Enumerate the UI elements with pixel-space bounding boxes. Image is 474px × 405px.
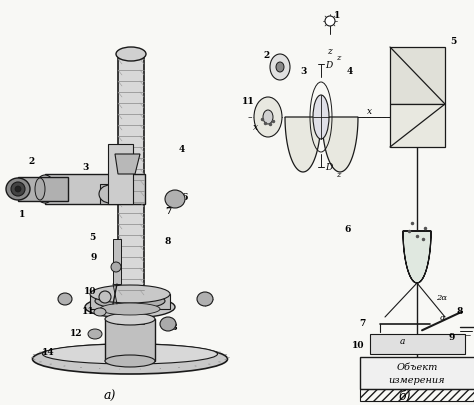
Ellipse shape	[58, 293, 72, 305]
Text: 3: 3	[82, 163, 88, 172]
Text: 5: 5	[89, 233, 95, 242]
Ellipse shape	[15, 187, 21, 192]
Circle shape	[325, 17, 335, 27]
Ellipse shape	[6, 179, 30, 200]
Ellipse shape	[165, 190, 185, 209]
Text: 4: 4	[179, 145, 185, 154]
Text: 2: 2	[264, 50, 270, 60]
Text: 8: 8	[165, 237, 171, 246]
Text: 9: 9	[449, 333, 455, 342]
Ellipse shape	[33, 344, 228, 374]
Bar	[118, 55, 144, 324]
Text: D: D	[325, 163, 333, 172]
Text: 5: 5	[450, 37, 456, 47]
Text: 8: 8	[457, 307, 463, 316]
Ellipse shape	[270, 55, 290, 81]
Ellipse shape	[197, 292, 213, 306]
Ellipse shape	[88, 329, 102, 339]
Text: 6: 6	[182, 193, 188, 202]
Text: 6: 6	[345, 225, 351, 234]
Text: z: z	[327, 47, 331, 56]
Ellipse shape	[99, 185, 121, 203]
Text: а): а)	[104, 388, 116, 401]
Bar	[108, 145, 133, 205]
Text: 13: 13	[165, 323, 178, 332]
Ellipse shape	[85, 296, 175, 318]
Ellipse shape	[90, 285, 170, 303]
Ellipse shape	[11, 183, 25, 196]
Text: 3: 3	[301, 67, 307, 76]
Text: 10: 10	[84, 287, 96, 296]
Ellipse shape	[313, 96, 329, 140]
Bar	[370, 334, 465, 354]
Text: 2α: 2α	[437, 293, 447, 301]
Text: z: z	[336, 54, 340, 62]
Text: 7: 7	[359, 319, 365, 328]
Bar	[45, 175, 145, 205]
Bar	[360, 357, 474, 389]
Text: 12: 12	[70, 329, 82, 338]
Text: 11: 11	[82, 307, 94, 316]
Bar	[113, 239, 121, 284]
Ellipse shape	[35, 179, 45, 200]
Text: б): б)	[399, 388, 411, 401]
Text: 10: 10	[352, 341, 364, 350]
Ellipse shape	[95, 293, 165, 309]
Polygon shape	[390, 48, 445, 105]
Text: z: z	[336, 171, 340, 179]
Ellipse shape	[276, 63, 284, 73]
Text: измерения: измерения	[389, 375, 445, 385]
Ellipse shape	[100, 303, 160, 315]
Text: x: x	[254, 123, 258, 132]
Polygon shape	[285, 118, 358, 173]
Ellipse shape	[105, 313, 155, 325]
Text: α: α	[439, 313, 445, 321]
Bar	[90, 294, 170, 309]
Text: x: x	[367, 107, 373, 116]
Polygon shape	[403, 231, 431, 283]
Text: 4: 4	[347, 67, 353, 76]
Text: 9: 9	[91, 253, 97, 262]
Bar	[100, 185, 120, 205]
Ellipse shape	[160, 317, 176, 331]
Ellipse shape	[43, 344, 218, 364]
Text: a: a	[399, 337, 405, 345]
Ellipse shape	[263, 111, 273, 125]
Text: 1: 1	[334, 11, 340, 19]
Text: 2: 2	[29, 157, 35, 166]
Circle shape	[99, 291, 111, 303]
Text: 7: 7	[165, 207, 171, 216]
Text: 1: 1	[19, 210, 25, 219]
Text: 11: 11	[242, 97, 255, 106]
Ellipse shape	[116, 48, 146, 62]
Polygon shape	[390, 105, 445, 148]
Ellipse shape	[35, 175, 55, 203]
Bar	[18, 177, 68, 202]
Polygon shape	[115, 155, 140, 175]
Circle shape	[111, 262, 121, 272]
Ellipse shape	[254, 98, 282, 138]
Text: D: D	[325, 60, 333, 69]
Ellipse shape	[94, 308, 106, 316]
Text: 14: 14	[42, 347, 55, 357]
Bar	[360, 389, 474, 401]
Bar	[105, 319, 155, 361]
Ellipse shape	[105, 355, 155, 367]
Text: Объект: Объект	[396, 362, 438, 371]
